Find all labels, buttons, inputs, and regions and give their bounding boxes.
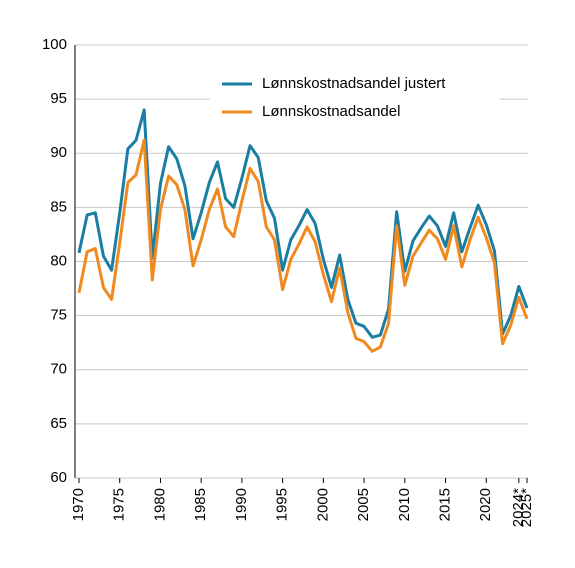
x-tick-label: 1985 [192,488,209,521]
x-tick-label: 2005 [355,488,372,521]
y-tick-label: 60 [50,469,67,486]
y-tick-label: 80 [50,252,67,269]
x-tick-label: 2025* [518,488,535,527]
y-tick-label: 75 [50,307,67,324]
x-tick-label: 1995 [274,488,291,521]
y-tick-label: 100 [42,36,67,53]
x-tick-label: 1970 [70,488,87,521]
x-tick-label: 1980 [151,488,168,521]
x-tick-label: 2015 [437,488,454,521]
series-line [77,108,529,339]
legend-box [210,66,500,128]
series-line [77,138,529,353]
legend: Lønnskostnadsandel justert Lønnskostnadsa… [210,66,500,128]
x-tick-label: 2024* [510,488,527,527]
x-tick-label: 2000 [314,488,331,521]
y-tick-label: 90 [50,144,67,161]
y-tick-label: 70 [50,361,67,378]
x-tick-label: 1975 [111,488,128,521]
legend-label: Lønnskostnadsandel [262,103,400,120]
y-tick-label: 95 [50,90,67,107]
y-tick-label: 85 [50,198,67,215]
x-tick-label: 2010 [396,488,413,521]
x-tick-label: 1990 [233,488,250,521]
x-tick-label: 2020 [477,488,494,521]
legend-label: Lønnskostnadsandel justert [262,75,446,92]
y-tick-label: 65 [50,415,67,432]
